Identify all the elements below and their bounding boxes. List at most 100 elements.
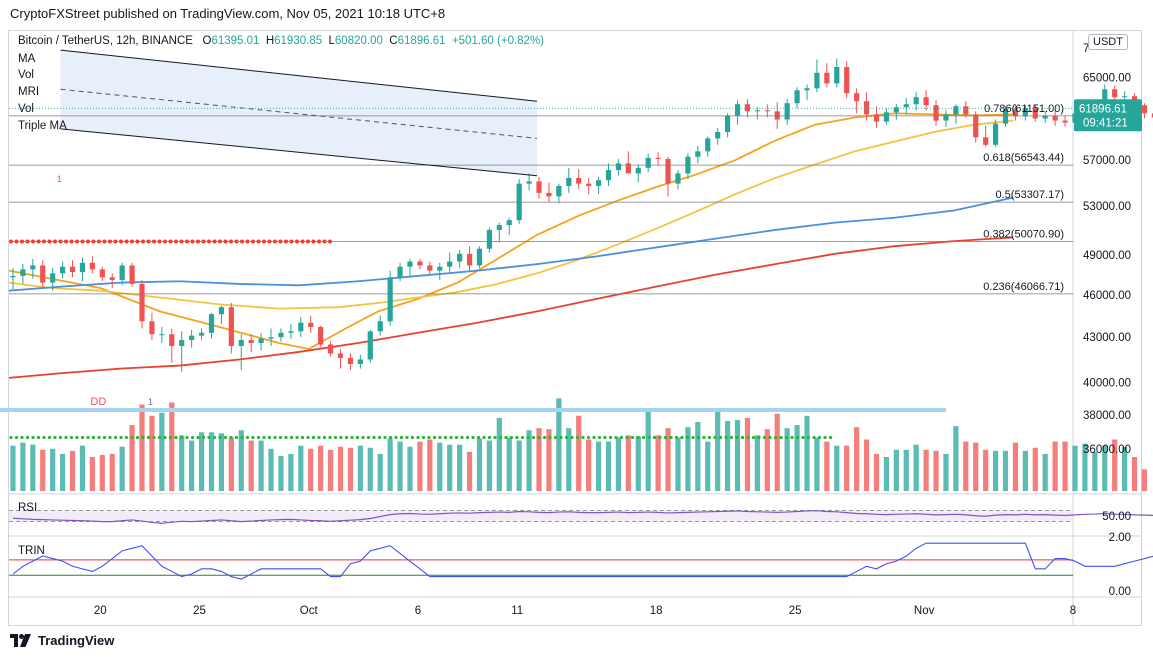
volume-bar <box>179 435 185 491</box>
volume-bar <box>1072 445 1078 491</box>
channel-upper-line <box>60 49 538 102</box>
volume-bar <box>387 438 393 491</box>
volume-bar <box>794 425 800 491</box>
brand-text: TradingView <box>38 633 115 648</box>
green-dot-marker <box>751 435 756 440</box>
fib-label: 0.618(56543.44) <box>983 152 1064 164</box>
volume-bar <box>903 449 909 491</box>
candle-body <box>943 114 949 121</box>
green-dot-marker <box>328 435 332 440</box>
green-dot-marker <box>449 435 453 440</box>
candle-body <box>814 72 820 89</box>
green-dot-marker <box>421 435 426 440</box>
green-dot-marker <box>597 435 602 440</box>
candle-body <box>834 67 840 84</box>
currency-button[interactable]: USDT <box>1088 34 1128 50</box>
ohlc-legend: Bitcoin / TetherUS, 12h, BINANCE O61395.… <box>18 35 544 47</box>
indicator-vol-2[interactable]: Vol <box>18 103 34 115</box>
volume-bar <box>744 417 751 491</box>
volume-bar <box>1122 446 1128 491</box>
green-dot-marker <box>163 435 167 440</box>
high-value: 61930.85 <box>274 35 323 47</box>
candle-body <box>476 248 483 266</box>
candle-body <box>724 115 731 133</box>
green-dot-marker <box>47 435 52 440</box>
green-dot-marker <box>729 435 734 440</box>
volume-bar <box>1131 457 1138 491</box>
candle-body <box>615 163 622 171</box>
volume-bar <box>516 440 522 491</box>
green-dot-marker <box>311 435 316 440</box>
tradingview-logo[interactable]: TradingView <box>10 633 114 648</box>
fib-label: 0.5(53307.17) <box>996 189 1065 201</box>
volume-bar <box>476 438 483 491</box>
candle-body <box>883 112 890 122</box>
volume-bar <box>437 442 443 491</box>
volume-bar <box>407 446 413 491</box>
open-label: O <box>202 35 212 47</box>
candle-body <box>526 181 532 184</box>
candle-body <box>457 253 463 262</box>
green-dot-marker <box>108 435 112 440</box>
volume-bar <box>1042 453 1048 491</box>
green-dot-marker <box>306 435 310 440</box>
candle-body <box>586 183 592 186</box>
green-dot-marker <box>168 435 173 440</box>
volume-bar <box>1112 439 1118 491</box>
price-tick-label: 36000.00 <box>1083 444 1131 456</box>
green-dot-marker <box>372 435 376 440</box>
indicator-triple-ma[interactable]: Triple MA <box>18 120 67 132</box>
chart-frame[interactable] <box>8 30 1142 626</box>
green-dot-marker <box>394 435 398 440</box>
green-dot-marker <box>740 435 745 440</box>
volume-bar <box>923 449 929 491</box>
candle-body <box>308 322 314 328</box>
indicator-vol[interactable]: Vol <box>18 69 34 81</box>
candle-body <box>79 262 86 272</box>
volume-bar <box>218 433 225 491</box>
volume-bar <box>615 437 622 491</box>
time-tick-label: 18 <box>650 605 663 617</box>
green-dot-marker <box>735 435 739 440</box>
candle-body <box>1032 108 1038 119</box>
time-tick-label: 25 <box>789 605 802 617</box>
candle-body <box>218 307 225 315</box>
candle-body <box>913 97 919 105</box>
candle-body <box>258 338 264 344</box>
volume-bar <box>983 449 989 491</box>
volume-bar <box>893 449 899 491</box>
indicator-ma[interactable]: MA <box>18 53 36 65</box>
candle-body <box>715 132 721 139</box>
current-price-label: 61896.61 <box>1079 103 1127 115</box>
green-dot-marker <box>36 435 41 440</box>
volume-bar <box>655 435 661 491</box>
green-dot-marker <box>427 435 431 440</box>
green-dot-marker <box>537 435 541 440</box>
candle-body <box>397 266 403 278</box>
green-dot-marker <box>31 435 35 440</box>
candle-body <box>953 106 959 115</box>
green-dot-marker <box>361 435 365 440</box>
candle-body <box>278 332 284 338</box>
candle-body <box>903 104 909 108</box>
volume-bar <box>943 453 949 491</box>
green-dot-marker <box>97 435 101 440</box>
volume-bar <box>457 444 463 491</box>
volume-bar <box>228 437 234 491</box>
candle-body <box>189 335 195 341</box>
moving-average-line <box>8 236 1014 379</box>
candle-body <box>844 67 850 94</box>
green-dot-marker <box>75 435 79 440</box>
candle-body <box>139 283 145 322</box>
green-dot-marker <box>806 435 811 440</box>
green-dot-marker <box>410 435 415 440</box>
volume-bar <box>804 415 810 491</box>
candle-body <box>198 332 205 336</box>
volume-bars: DDDD <box>0 396 1148 491</box>
price-tick-label: 38000.00 <box>1083 410 1131 422</box>
candle-body <box>59 266 66 274</box>
volume-bar <box>248 440 254 491</box>
green-dot-marker <box>25 435 30 440</box>
indicator-mri[interactable]: MRI <box>18 86 40 98</box>
